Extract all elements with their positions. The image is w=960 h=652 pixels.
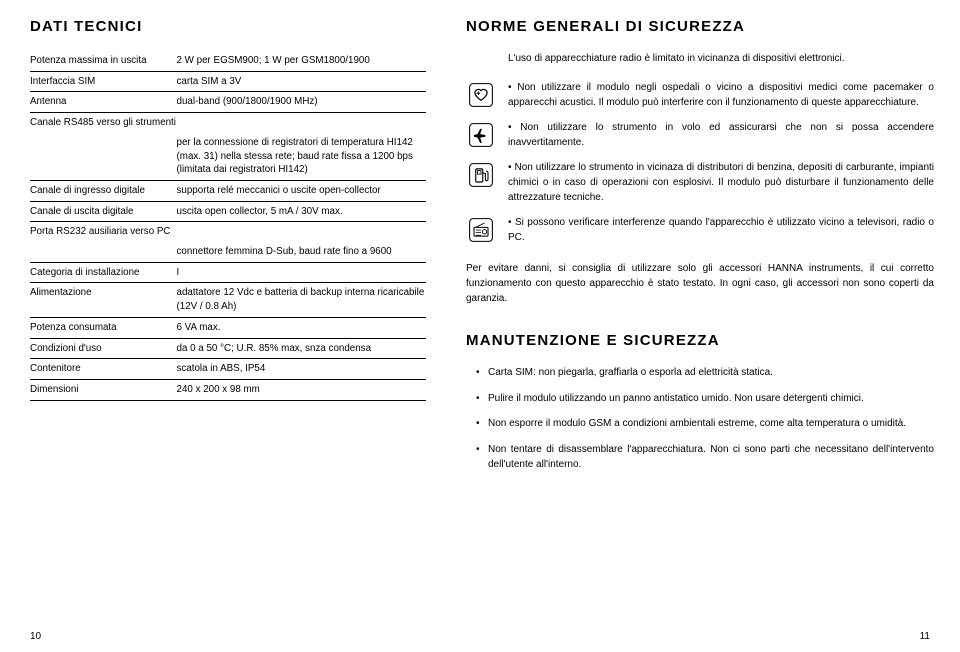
- safety-text: • Non utilizzare il modulo negli ospedal…: [508, 80, 934, 110]
- table-row: Antennadual-band (900/1800/1900 MHz): [30, 92, 426, 113]
- spec-label: Condizioni d'uso: [30, 342, 177, 356]
- table-row: Canale RS485 verso gli strumenti: [30, 113, 426, 133]
- table-row: Porta RS232 ausiliaria verso PC: [30, 222, 426, 242]
- spec-value: 6 VA max.: [177, 321, 426, 335]
- spec-value: dual-band (900/1800/1900 MHz): [177, 95, 426, 109]
- spec-label: Dimensioni: [30, 383, 177, 397]
- safety-item: • Non utilizzare lo strumento in vicinaz…: [466, 160, 934, 205]
- safety-item: • Non utilizzare lo strumento in volo ed…: [466, 120, 934, 150]
- table-row: Potenza massima in uscita2 W per EGSM900…: [30, 51, 426, 72]
- spec-table: Potenza massima in uscita2 W per EGSM900…: [30, 51, 426, 401]
- list-item: Pulire il modulo utilizzando un panno an…: [476, 391, 934, 407]
- spec-label: Canale di uscita digitale: [30, 205, 177, 219]
- heart-icon: [466, 80, 496, 110]
- table-row: Canale di uscita digitaleuscita open col…: [30, 202, 426, 223]
- table-row: Canale di ingresso digitalesupporta relé…: [30, 181, 426, 202]
- page-number-right: 11: [920, 631, 930, 642]
- spec-value: [177, 116, 426, 130]
- spec-label: Potenza consumata: [30, 321, 177, 335]
- safety-text: • Si possono verificare interferenze qua…: [508, 215, 934, 245]
- list-item: Non tentare di disassemblare l'apparecch…: [476, 442, 934, 473]
- spec-value: per la connessione di registratori di te…: [177, 136, 426, 177]
- safety-heading: NORME GENERALI DI SICUREZZA: [466, 18, 934, 35]
- spec-label: Categoria di installazione: [30, 266, 177, 280]
- spec-value: uscita open collector, 5 mA / 30V max.: [177, 205, 426, 219]
- plane-icon: [466, 120, 496, 150]
- table-row: Potenza consumata6 VA max.: [30, 318, 426, 339]
- spec-value: adattatore 12 Vdc e batteria di backup i…: [177, 286, 426, 313]
- spec-label: Potenza massima in uscita: [30, 54, 177, 68]
- spec-value: [177, 225, 426, 239]
- table-row: Contenitorescatola in ABS, IP54: [30, 359, 426, 380]
- spec-value: da 0 a 50 °C; U.R. 85% max, snza condens…: [177, 342, 426, 356]
- spec-value: connettore femmina D-Sub, baud rate fino…: [177, 245, 426, 259]
- spec-value: I: [177, 266, 426, 280]
- spec-value: 240 x 200 x 98 mm: [177, 383, 426, 397]
- table-row: Condizioni d'usoda 0 a 50 °C; U.R. 85% m…: [30, 339, 426, 360]
- spec-label: Porta RS232 ausiliaria verso PC: [30, 225, 177, 239]
- spec-value: carta SIM a 3V: [177, 75, 426, 89]
- spec-value: scatola in ABS, IP54: [177, 362, 426, 376]
- page-number-left: 10: [30, 631, 41, 642]
- spec-label: Contenitore: [30, 362, 177, 376]
- spec-value: supporta relé meccanici o uscite open-co…: [177, 184, 426, 198]
- safety-intro: L'uso di apparecchiature radio è limitat…: [508, 51, 934, 66]
- maintenance-list: Carta SIM: non piegarla, graffiarla o es…: [466, 365, 934, 483]
- spec-label: [30, 136, 177, 177]
- tech-heading: DATI TECNICI: [30, 18, 426, 35]
- table-row: Categoria di installazioneI: [30, 263, 426, 284]
- spec-label: Canale RS485 verso gli strumenti: [30, 116, 177, 130]
- table-row: connettore femmina D-Sub, baud rate fino…: [30, 242, 426, 263]
- spec-label: Interfaccia SIM: [30, 75, 177, 89]
- safety-text: • Non utilizzare lo strumento in volo ed…: [508, 120, 934, 150]
- safety-item: • Si possono verificare interferenze qua…: [466, 215, 934, 245]
- maintenance-heading: MANUTENZIONE E SICUREZZA: [466, 332, 934, 349]
- spec-label: Canale di ingresso digitale: [30, 184, 177, 198]
- table-row: per la connessione di registratori di te…: [30, 133, 426, 181]
- safety-outro: Per evitare danni, si consiglia di utili…: [466, 261, 934, 306]
- spec-label: [30, 245, 177, 259]
- table-row: Dimensioni240 x 200 x 98 mm: [30, 380, 426, 401]
- table-row: Alimentazioneadattatore 12 Vdc e batteri…: [30, 283, 426, 317]
- safety-column: NORME GENERALI DI SICUREZZA L'uso di app…: [466, 18, 934, 634]
- safety-text: • Non utilizzare lo strumento in vicinaz…: [508, 160, 934, 205]
- safety-item: • Non utilizzare il modulo negli ospedal…: [466, 80, 934, 110]
- table-row: Interfaccia SIMcarta SIM a 3V: [30, 72, 426, 93]
- fuel-icon: [466, 160, 496, 190]
- safety-list: L'uso di apparecchiature radio è limitat…: [466, 51, 934, 306]
- spec-value: 2 W per EGSM900; 1 W per GSM1800/1900: [177, 54, 426, 68]
- radio-icon: [466, 215, 496, 245]
- spec-label: Alimentazione: [30, 286, 177, 313]
- technical-data-column: DATI TECNICI Potenza massima in uscita2 …: [30, 18, 426, 634]
- list-item: Non esporre il modulo GSM a condizioni a…: [476, 416, 934, 432]
- list-item: Carta SIM: non piegarla, graffiarla o es…: [476, 365, 934, 381]
- spec-label: Antenna: [30, 95, 177, 109]
